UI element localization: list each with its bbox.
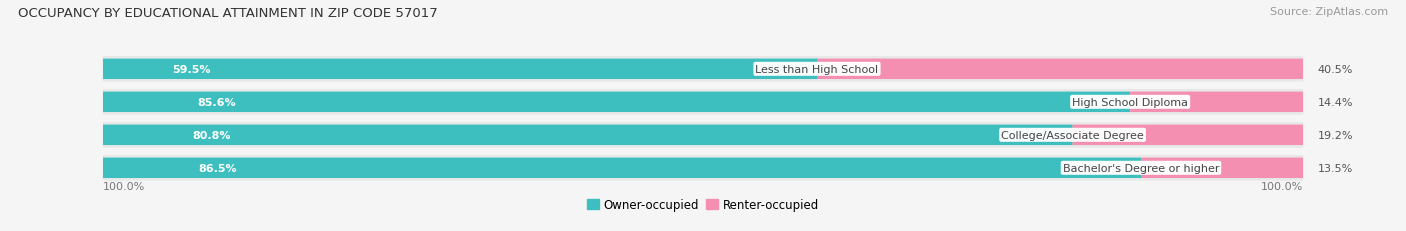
Text: 100.0%: 100.0% [1261, 181, 1303, 191]
Legend: Owner-occupied, Renter-occupied: Owner-occupied, Renter-occupied [582, 194, 824, 216]
Text: 19.2%: 19.2% [1317, 130, 1353, 140]
Text: College/Associate Degree: College/Associate Degree [1001, 130, 1144, 140]
Text: 100.0%: 100.0% [103, 181, 145, 191]
Text: 40.5%: 40.5% [1317, 64, 1353, 74]
Text: 59.5%: 59.5% [172, 64, 211, 74]
FancyBboxPatch shape [103, 92, 1130, 112]
Text: 80.8%: 80.8% [193, 130, 231, 140]
FancyBboxPatch shape [103, 158, 1142, 178]
FancyBboxPatch shape [103, 122, 1303, 148]
FancyBboxPatch shape [1130, 92, 1303, 112]
Text: Source: ZipAtlas.com: Source: ZipAtlas.com [1270, 7, 1388, 17]
Text: High School Diploma: High School Diploma [1073, 97, 1188, 107]
Text: 13.5%: 13.5% [1317, 163, 1353, 173]
Text: Less than High School: Less than High School [755, 64, 879, 74]
Text: 14.4%: 14.4% [1317, 97, 1353, 107]
FancyBboxPatch shape [1142, 158, 1303, 178]
FancyBboxPatch shape [817, 59, 1303, 80]
FancyBboxPatch shape [103, 125, 1073, 145]
Text: Bachelor's Degree or higher: Bachelor's Degree or higher [1063, 163, 1219, 173]
FancyBboxPatch shape [1073, 125, 1303, 145]
Text: 86.5%: 86.5% [198, 163, 236, 173]
FancyBboxPatch shape [103, 57, 1303, 82]
Text: OCCUPANCY BY EDUCATIONAL ATTAINMENT IN ZIP CODE 57017: OCCUPANCY BY EDUCATIONAL ATTAINMENT IN Z… [18, 7, 439, 20]
FancyBboxPatch shape [103, 59, 817, 80]
FancyBboxPatch shape [103, 155, 1303, 181]
Text: 85.6%: 85.6% [197, 97, 236, 107]
FancyBboxPatch shape [103, 90, 1303, 115]
